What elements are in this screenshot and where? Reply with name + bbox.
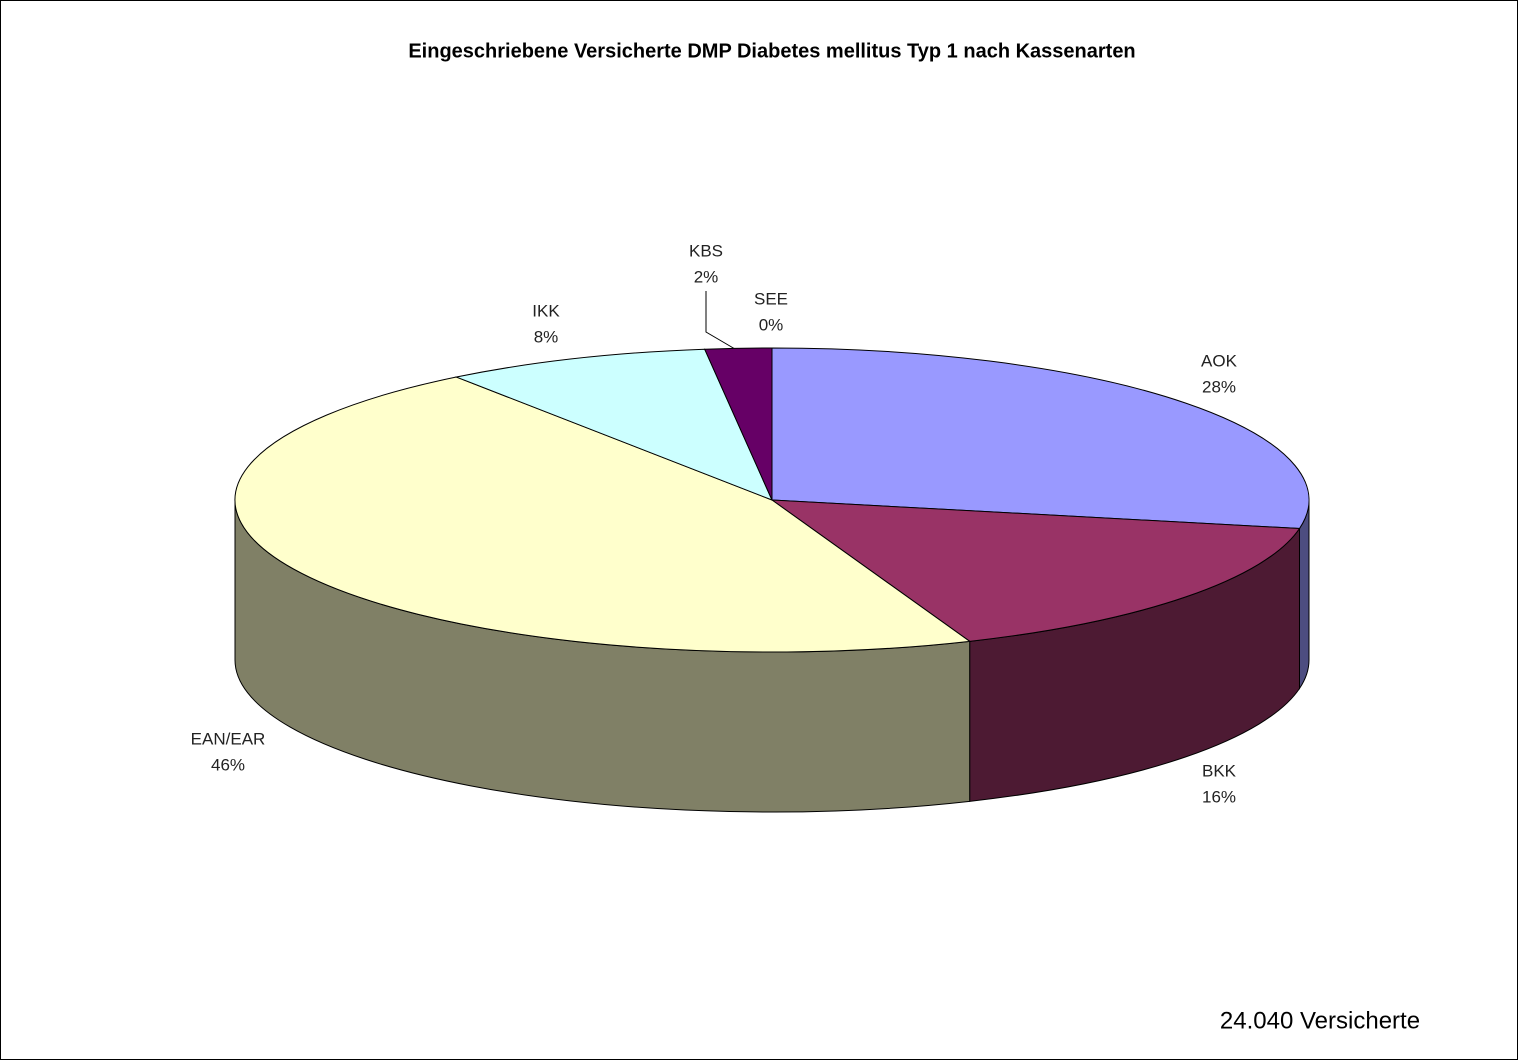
slice-value-label: 8% (534, 327, 559, 346)
slice-value-label: 16% (1202, 787, 1236, 806)
slice-label: KBS (689, 241, 723, 260)
slice (770, 499, 1301, 642)
slice-label: AOK (1201, 351, 1238, 370)
chart-title: Eingeschriebene Versicherte DMP Diabetes… (408, 40, 1135, 62)
slice (234, 376, 972, 653)
slice-label: SEE (754, 289, 788, 308)
slice-value-label: 0% (759, 315, 784, 334)
slice-value-label: 28% (1202, 377, 1236, 396)
slice-side (1298, 499, 1310, 691)
slice (771, 347, 1310, 529)
slice-label: EAN/EAR (191, 729, 266, 748)
slice-value-label: 46% (211, 755, 245, 774)
annotation: 24.040 Versicherte (1220, 1007, 1420, 1034)
slice (454, 348, 773, 501)
slice-label: IKK (532, 301, 560, 320)
slice-label: BKK (1202, 761, 1237, 780)
slice-value-label: 2% (694, 267, 719, 286)
leader-line (705, 291, 736, 350)
